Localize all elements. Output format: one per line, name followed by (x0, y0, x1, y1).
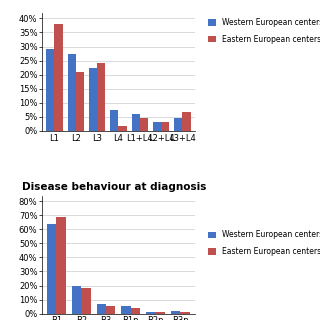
Bar (97, 304, 106, 314)
Bar (174, 118, 182, 131)
Bar (140, 117, 148, 131)
Bar (56, 217, 66, 314)
Bar (46, 49, 54, 131)
Bar (106, 306, 116, 314)
Bar (81, 288, 91, 314)
Bar (182, 112, 190, 131)
Bar (118, 126, 126, 131)
Legend: Western European centers, Eastern European centers: Western European centers, Eastern Europe… (207, 17, 320, 45)
Bar (97, 63, 105, 131)
Bar (153, 122, 161, 131)
Bar (180, 312, 190, 314)
Bar (171, 310, 180, 314)
Bar (121, 306, 131, 314)
Bar (68, 53, 76, 131)
Bar (47, 224, 56, 314)
Bar (131, 308, 140, 314)
Bar (54, 24, 62, 131)
Bar (110, 110, 118, 131)
Bar (72, 286, 81, 314)
Bar (89, 68, 97, 131)
Legend: Western European centers, Eastern European centers: Western European centers, Eastern Europe… (207, 229, 320, 258)
Bar (132, 114, 140, 131)
Bar (156, 312, 165, 314)
Bar (161, 122, 169, 131)
Text: Disease behaviour at diagnosis: Disease behaviour at diagnosis (22, 182, 206, 192)
Bar (76, 72, 84, 131)
Bar (146, 312, 156, 314)
